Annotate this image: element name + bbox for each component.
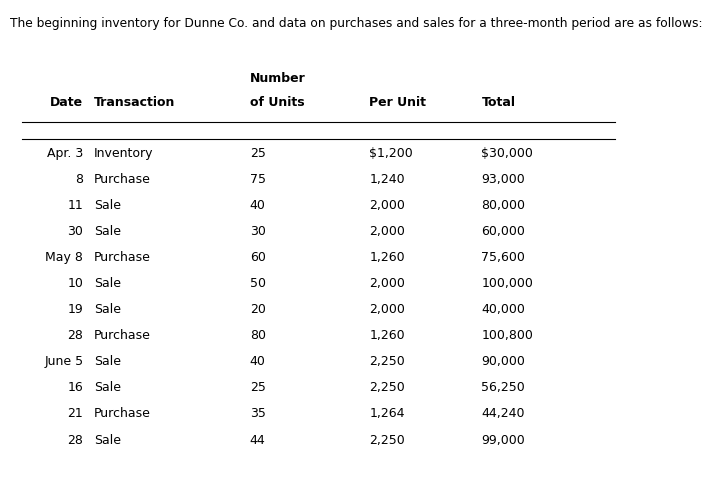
Text: 35: 35 — [250, 408, 266, 420]
Text: Sale: Sale — [94, 434, 121, 446]
Text: 30: 30 — [67, 225, 83, 238]
Text: Purchase: Purchase — [94, 408, 151, 420]
Text: Date: Date — [50, 96, 83, 109]
Text: 1,240: 1,240 — [369, 173, 405, 185]
Text: 11: 11 — [67, 199, 83, 212]
Text: 99,000: 99,000 — [481, 434, 525, 446]
Text: 8: 8 — [75, 173, 83, 185]
Text: 2,000: 2,000 — [369, 199, 405, 212]
Text: 19: 19 — [67, 303, 83, 316]
Text: 2,250: 2,250 — [369, 355, 405, 368]
Text: 2,000: 2,000 — [369, 277, 405, 290]
Text: 28: 28 — [67, 329, 83, 342]
Text: 60: 60 — [250, 251, 266, 264]
Text: 2,000: 2,000 — [369, 225, 405, 238]
Text: Sale: Sale — [94, 355, 121, 368]
Text: 25: 25 — [250, 147, 266, 159]
Text: 44: 44 — [250, 434, 266, 446]
Text: Purchase: Purchase — [94, 173, 151, 185]
Text: 30: 30 — [250, 225, 266, 238]
Text: 50: 50 — [250, 277, 266, 290]
Text: Per Unit: Per Unit — [369, 96, 426, 109]
Text: Inventory: Inventory — [94, 147, 153, 159]
Text: May 8: May 8 — [46, 251, 83, 264]
Text: Sale: Sale — [94, 225, 121, 238]
Text: 80,000: 80,000 — [481, 199, 526, 212]
Text: Total: Total — [481, 96, 515, 109]
Text: 10: 10 — [67, 277, 83, 290]
Text: Sale: Sale — [94, 277, 121, 290]
Text: 44,240: 44,240 — [481, 408, 525, 420]
Text: 100,800: 100,800 — [481, 329, 534, 342]
Text: 2,250: 2,250 — [369, 382, 405, 394]
Text: 100,000: 100,000 — [481, 277, 534, 290]
Text: Purchase: Purchase — [94, 329, 151, 342]
Text: of Units: of Units — [250, 96, 304, 109]
Text: $30,000: $30,000 — [481, 147, 534, 159]
Text: 1,260: 1,260 — [369, 329, 405, 342]
Text: 28: 28 — [67, 434, 83, 446]
Text: 21: 21 — [67, 408, 83, 420]
Text: Apr. 3: Apr. 3 — [47, 147, 83, 159]
Text: 56,250: 56,250 — [481, 382, 525, 394]
Text: 1,264: 1,264 — [369, 408, 405, 420]
Text: Sale: Sale — [94, 382, 121, 394]
Text: June 5: June 5 — [44, 355, 83, 368]
Text: 20: 20 — [250, 303, 266, 316]
Text: Transaction: Transaction — [94, 96, 175, 109]
Text: 16: 16 — [67, 382, 83, 394]
Text: 1,260: 1,260 — [369, 251, 405, 264]
Text: 40: 40 — [250, 355, 266, 368]
Text: 40: 40 — [250, 199, 266, 212]
Text: Purchase: Purchase — [94, 251, 151, 264]
Text: 60,000: 60,000 — [481, 225, 526, 238]
Text: 90,000: 90,000 — [481, 355, 526, 368]
Text: Number: Number — [250, 71, 306, 85]
Text: 2,250: 2,250 — [369, 434, 405, 446]
Text: Sale: Sale — [94, 303, 121, 316]
Text: The beginning inventory for Dunne Co. and data on purchases and sales for a thre: The beginning inventory for Dunne Co. an… — [10, 17, 702, 30]
Text: 25: 25 — [250, 382, 266, 394]
Text: 80: 80 — [250, 329, 266, 342]
Text: 40,000: 40,000 — [481, 303, 526, 316]
Text: $1,200: $1,200 — [369, 147, 413, 159]
Text: 2,000: 2,000 — [369, 303, 405, 316]
Text: 75: 75 — [250, 173, 266, 185]
Text: 75,600: 75,600 — [481, 251, 526, 264]
Text: Sale: Sale — [94, 199, 121, 212]
Text: 93,000: 93,000 — [481, 173, 525, 185]
